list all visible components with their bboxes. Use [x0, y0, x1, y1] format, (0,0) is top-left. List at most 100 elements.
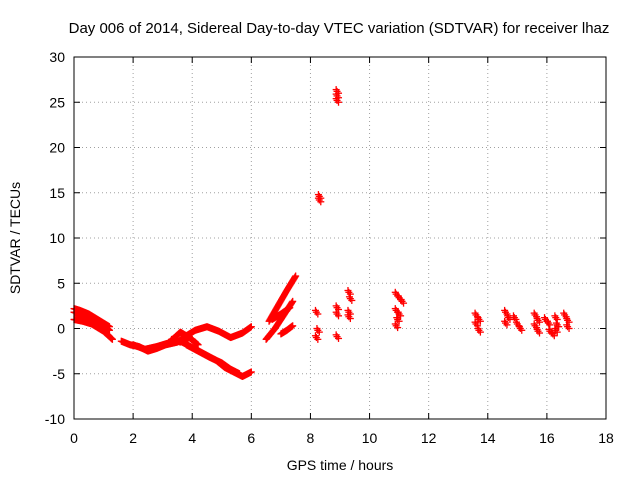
chart-title: Day 006 of 2014, Sidereal Day-to-day VTE…	[69, 20, 610, 37]
data-point	[332, 95, 340, 103]
data-point	[471, 309, 479, 317]
data-point	[335, 334, 343, 342]
data-point	[560, 309, 568, 317]
data-point	[315, 328, 323, 336]
data-point	[503, 321, 511, 329]
y-tick-label: 0	[57, 321, 65, 337]
data-point	[565, 325, 573, 332]
data-point	[541, 314, 549, 322]
data-point	[289, 322, 297, 330]
data-point	[515, 323, 523, 331]
data-point	[536, 318, 543, 326]
data-point	[344, 311, 352, 319]
x-tick-label: 16	[539, 430, 555, 446]
data-point	[391, 288, 399, 296]
data-point	[553, 328, 561, 336]
data-point	[506, 315, 514, 323]
data-point	[536, 329, 543, 337]
y-tick-label: 10	[49, 230, 65, 246]
data-point	[105, 323, 113, 331]
data-point	[236, 370, 244, 378]
data-point	[394, 324, 402, 332]
data-point	[543, 317, 551, 325]
y-tick-label: -10	[45, 411, 65, 427]
data-point	[394, 308, 402, 316]
data-point	[501, 306, 509, 314]
data-point	[335, 312, 343, 320]
data-point	[563, 321, 571, 329]
x-tick-label: 12	[421, 430, 437, 446]
data-point	[286, 304, 294, 312]
data-point	[314, 335, 322, 343]
data-point	[247, 368, 255, 376]
data-point	[393, 314, 401, 322]
x-tick-label: 4	[188, 430, 196, 446]
data-point	[551, 312, 559, 320]
data-point	[530, 320, 538, 328]
y-axis-label: SDTVAR / TECUs	[7, 182, 23, 294]
data-point	[345, 293, 353, 301]
data-point	[311, 306, 319, 314]
data-point	[533, 325, 541, 333]
data-point	[476, 328, 484, 336]
data-point	[533, 315, 541, 323]
y-tick-label: 20	[49, 140, 65, 156]
data-point	[314, 194, 322, 202]
data-point	[395, 317, 403, 325]
x-tick-label: 14	[480, 430, 496, 446]
x-tick-label: 2	[129, 430, 137, 446]
axis-ticks: 0 2 4 6 8 10 12 14 16 18 -10 -5 0 5 10 15 20 25 30	[45, 49, 614, 446]
data-point	[108, 335, 116, 343]
y-tick-label: -5	[53, 366, 66, 382]
data-point	[332, 302, 340, 310]
data-point	[332, 331, 340, 339]
data-point	[504, 312, 512, 320]
data-point	[292, 272, 300, 280]
data-point	[247, 323, 255, 331]
x-tick-label: 8	[307, 430, 315, 446]
data-point	[530, 309, 538, 317]
data-point	[397, 296, 405, 304]
data-point	[551, 325, 559, 332]
data-point	[335, 98, 343, 106]
data-point	[397, 312, 405, 320]
data-point	[391, 320, 399, 328]
data-point	[313, 325, 321, 332]
x-axis-label: GPS time / hours	[287, 457, 394, 473]
data-point	[550, 332, 558, 340]
y-tick-label: 25	[49, 94, 65, 110]
data-point	[552, 319, 560, 327]
data-point	[346, 315, 354, 323]
data-point	[546, 321, 554, 329]
x-tick-label: 0	[70, 430, 78, 446]
grid-lines	[74, 57, 606, 419]
data-point	[391, 305, 399, 313]
data-point	[563, 315, 571, 323]
x-tick-label: 18	[598, 430, 614, 446]
data-point	[474, 314, 482, 322]
x-tick-label: 10	[362, 430, 378, 446]
data-point	[317, 198, 325, 206]
data-point	[518, 326, 526, 334]
data-point	[501, 317, 509, 325]
data-point	[555, 323, 563, 331]
data-point	[512, 318, 520, 326]
data-point	[400, 299, 408, 307]
data-point	[344, 286, 352, 294]
data-point	[394, 292, 402, 300]
y-tick-label: 30	[49, 49, 65, 65]
x-tick-label: 6	[247, 430, 255, 446]
data-marks	[70, 86, 573, 380]
data-point	[332, 308, 340, 316]
y-tick-label: 15	[49, 185, 65, 201]
data-point	[509, 312, 517, 320]
data-point	[474, 325, 482, 332]
data-point	[471, 318, 479, 326]
data-point	[348, 296, 356, 304]
data-point	[311, 332, 319, 340]
data-point	[289, 297, 297, 305]
y-tick-label: 5	[57, 275, 65, 291]
data-point	[476, 317, 484, 325]
data-point	[314, 310, 322, 318]
